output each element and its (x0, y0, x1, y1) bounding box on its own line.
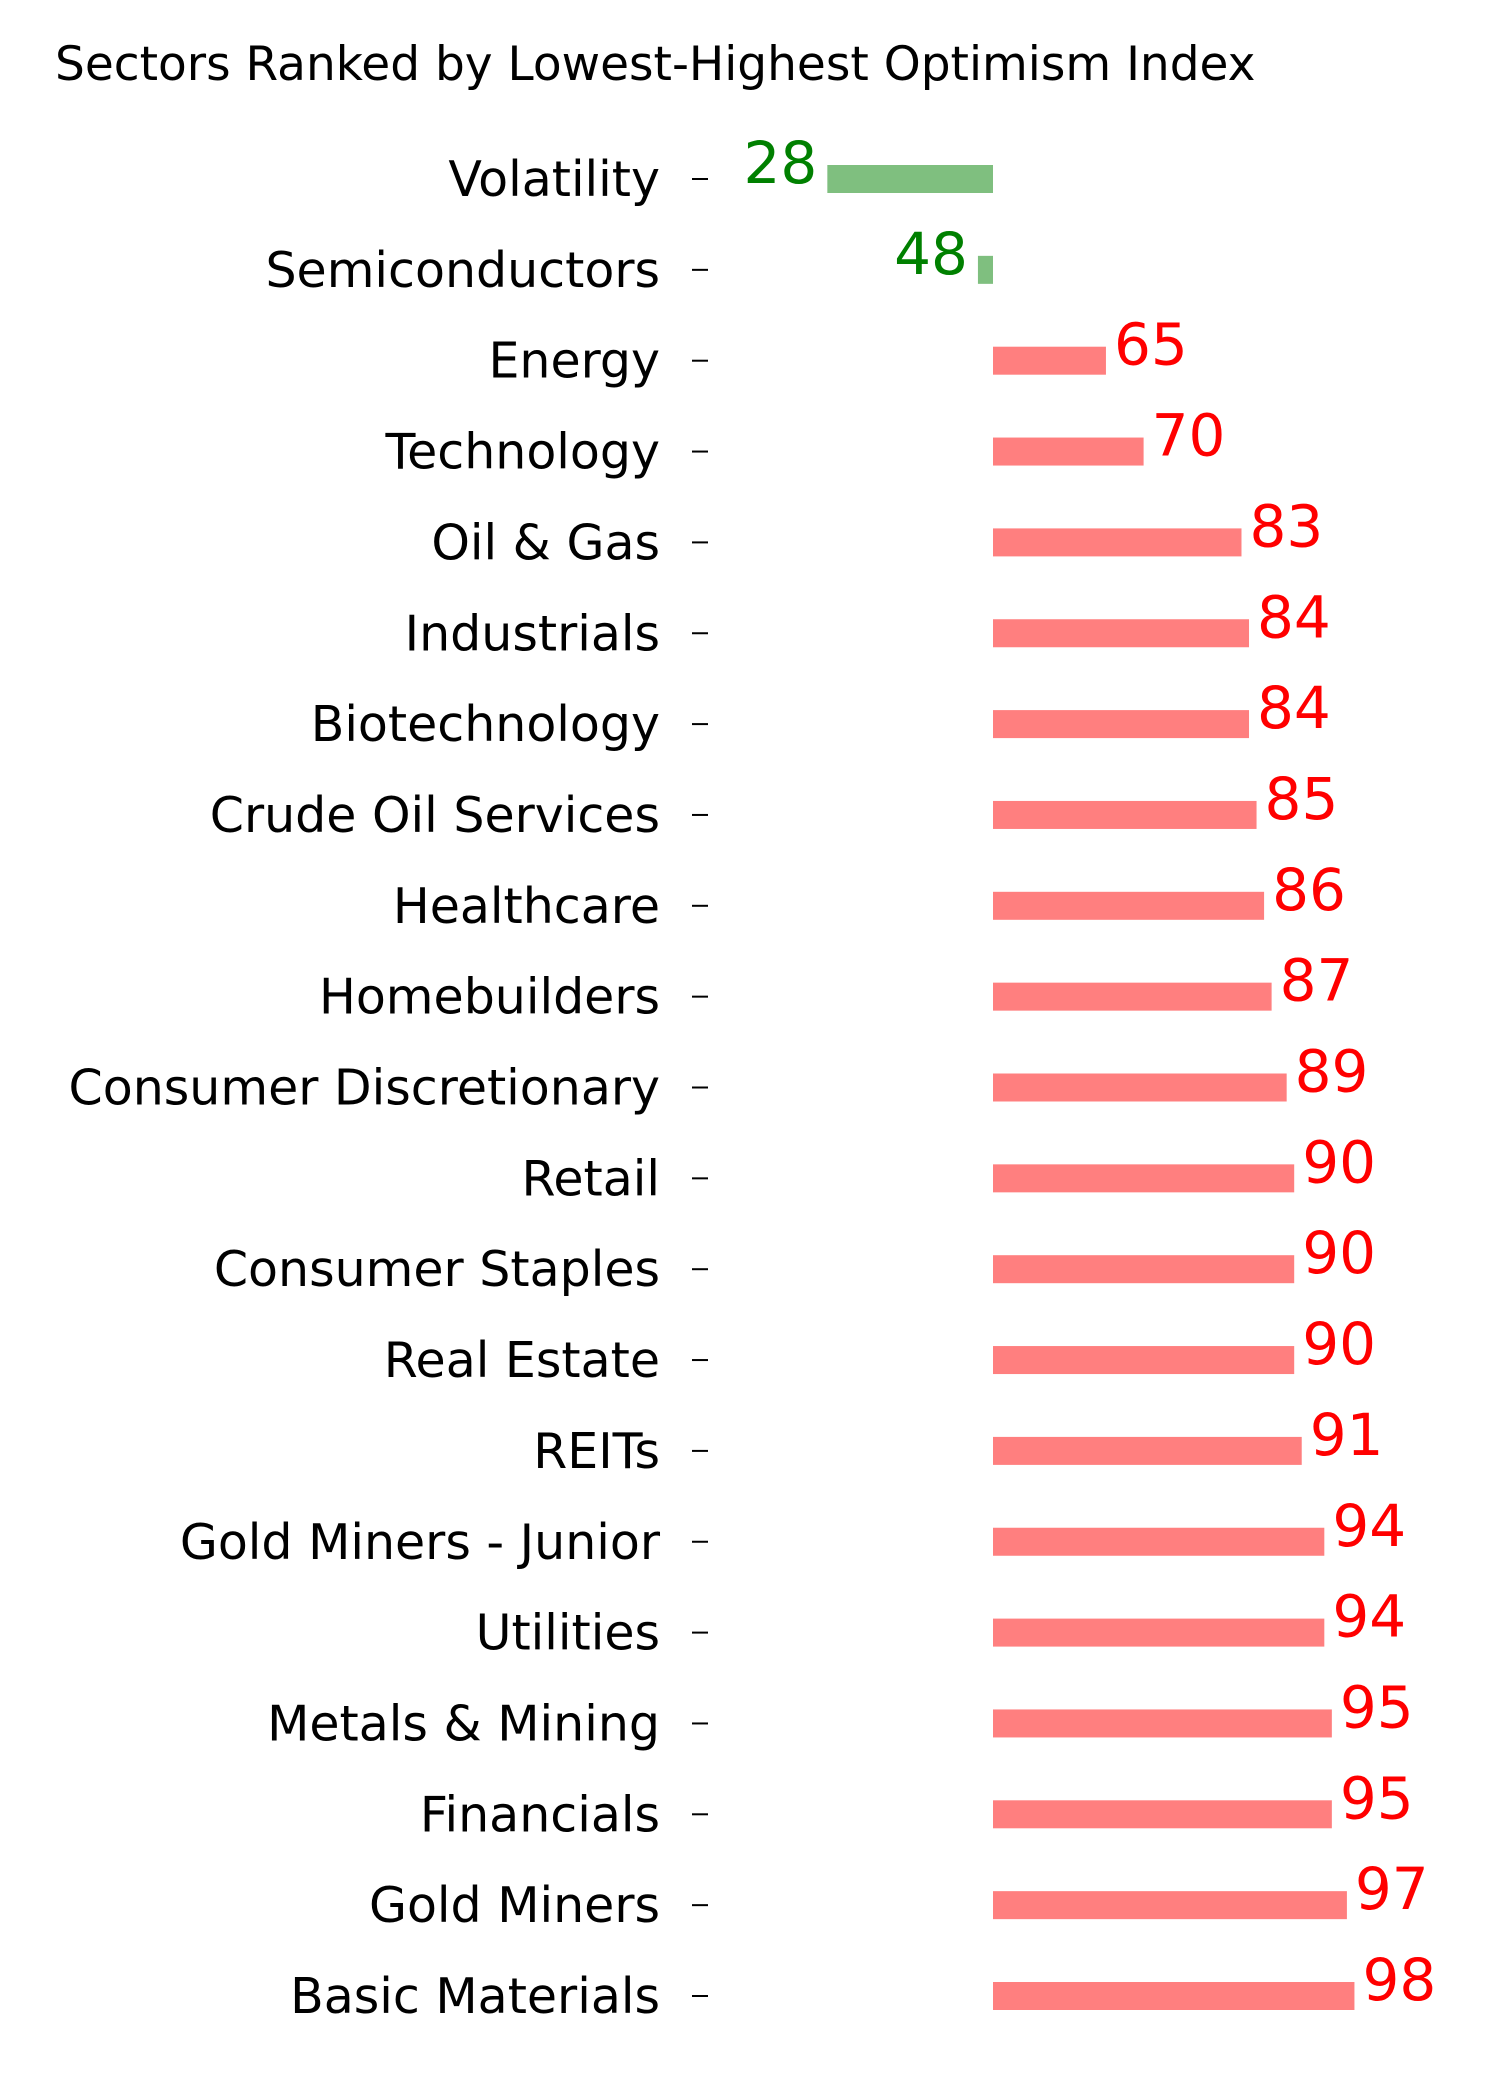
data-label: 90 (1302, 1128, 1376, 1196)
bar (993, 1436, 1302, 1465)
bar (993, 1982, 1355, 2010)
data-label: 70 (1152, 402, 1226, 470)
data-label: 84 (1257, 674, 1331, 742)
data-label: 84 (1257, 583, 1331, 651)
data-label: 90 (1302, 1310, 1376, 1378)
data-label: 65 (1114, 311, 1188, 379)
category-label: Biotechnology (311, 696, 660, 753)
bar (993, 1527, 1325, 1556)
data-label: 95 (1340, 1764, 1414, 1832)
bar (993, 891, 1265, 920)
bar (993, 1255, 1295, 1284)
category-label: Industrials (405, 605, 660, 662)
data-label: 87 (1280, 947, 1354, 1015)
bar (827, 165, 993, 193)
category-label: Retail (522, 1150, 660, 1207)
category-label: Consumer Discretionary (69, 1060, 661, 1117)
category-label: Crude Oil Services (210, 787, 660, 844)
bar (993, 1618, 1325, 1647)
category-label: Gold Miners (369, 1877, 660, 1934)
data-label: 48 (894, 220, 968, 288)
bar (993, 982, 1272, 1011)
data-label: 97 (1355, 1855, 1429, 1923)
category-label: Semiconductors (265, 242, 660, 299)
data-label: 90 (1302, 1219, 1376, 1287)
bar (993, 346, 1106, 375)
data-label: 85 (1265, 765, 1339, 833)
category-label: REITs (533, 1423, 660, 1480)
bar (993, 437, 1144, 466)
data-label: 95 (1340, 1673, 1414, 1741)
bar (993, 528, 1242, 557)
category-label: Financials (420, 1786, 660, 1843)
bar (993, 1073, 1287, 1102)
data-label: 98 (1362, 1946, 1436, 2014)
bar (993, 619, 1250, 648)
category-label: Volatility (448, 151, 660, 208)
category-label: Consumer Staples (214, 1241, 660, 1298)
category-label: Oil & Gas (431, 514, 660, 571)
bar (993, 710, 1250, 739)
data-label: 94 (1332, 1492, 1406, 1560)
category-label: Energy (488, 333, 660, 390)
bar (993, 1800, 1332, 1829)
data-label: 28 (744, 129, 818, 197)
category-label: Gold Miners - Junior (180, 1514, 661, 1571)
category-label: Utilities (476, 1605, 660, 1662)
category-label: Healthcare (393, 878, 660, 935)
bar (993, 1891, 1347, 1920)
category-label: Homebuilders (319, 969, 660, 1026)
category-label: Technology (385, 424, 660, 481)
category-label: Real Estate (384, 1332, 660, 1389)
data-label: 83 (1249, 492, 1323, 560)
bar (993, 1346, 1295, 1375)
data-label: 86 (1272, 856, 1346, 924)
data-label: 89 (1295, 1038, 1369, 1106)
bar (993, 1164, 1295, 1193)
category-label: Metals & Mining (267, 1695, 660, 1752)
bar (977, 255, 993, 284)
data-label: 91 (1310, 1401, 1384, 1469)
bar (993, 1709, 1332, 1738)
bar-rows: Volatility 28 Semiconductors 48 Energy 65 Tech… (69, 129, 1437, 2025)
data-label: 94 (1332, 1583, 1406, 1651)
chart-title: Sectors Ranked by Lowest-Highest Optimis… (55, 37, 1255, 92)
bar (993, 800, 1257, 829)
category-label: Basic Materials (290, 1968, 660, 2025)
